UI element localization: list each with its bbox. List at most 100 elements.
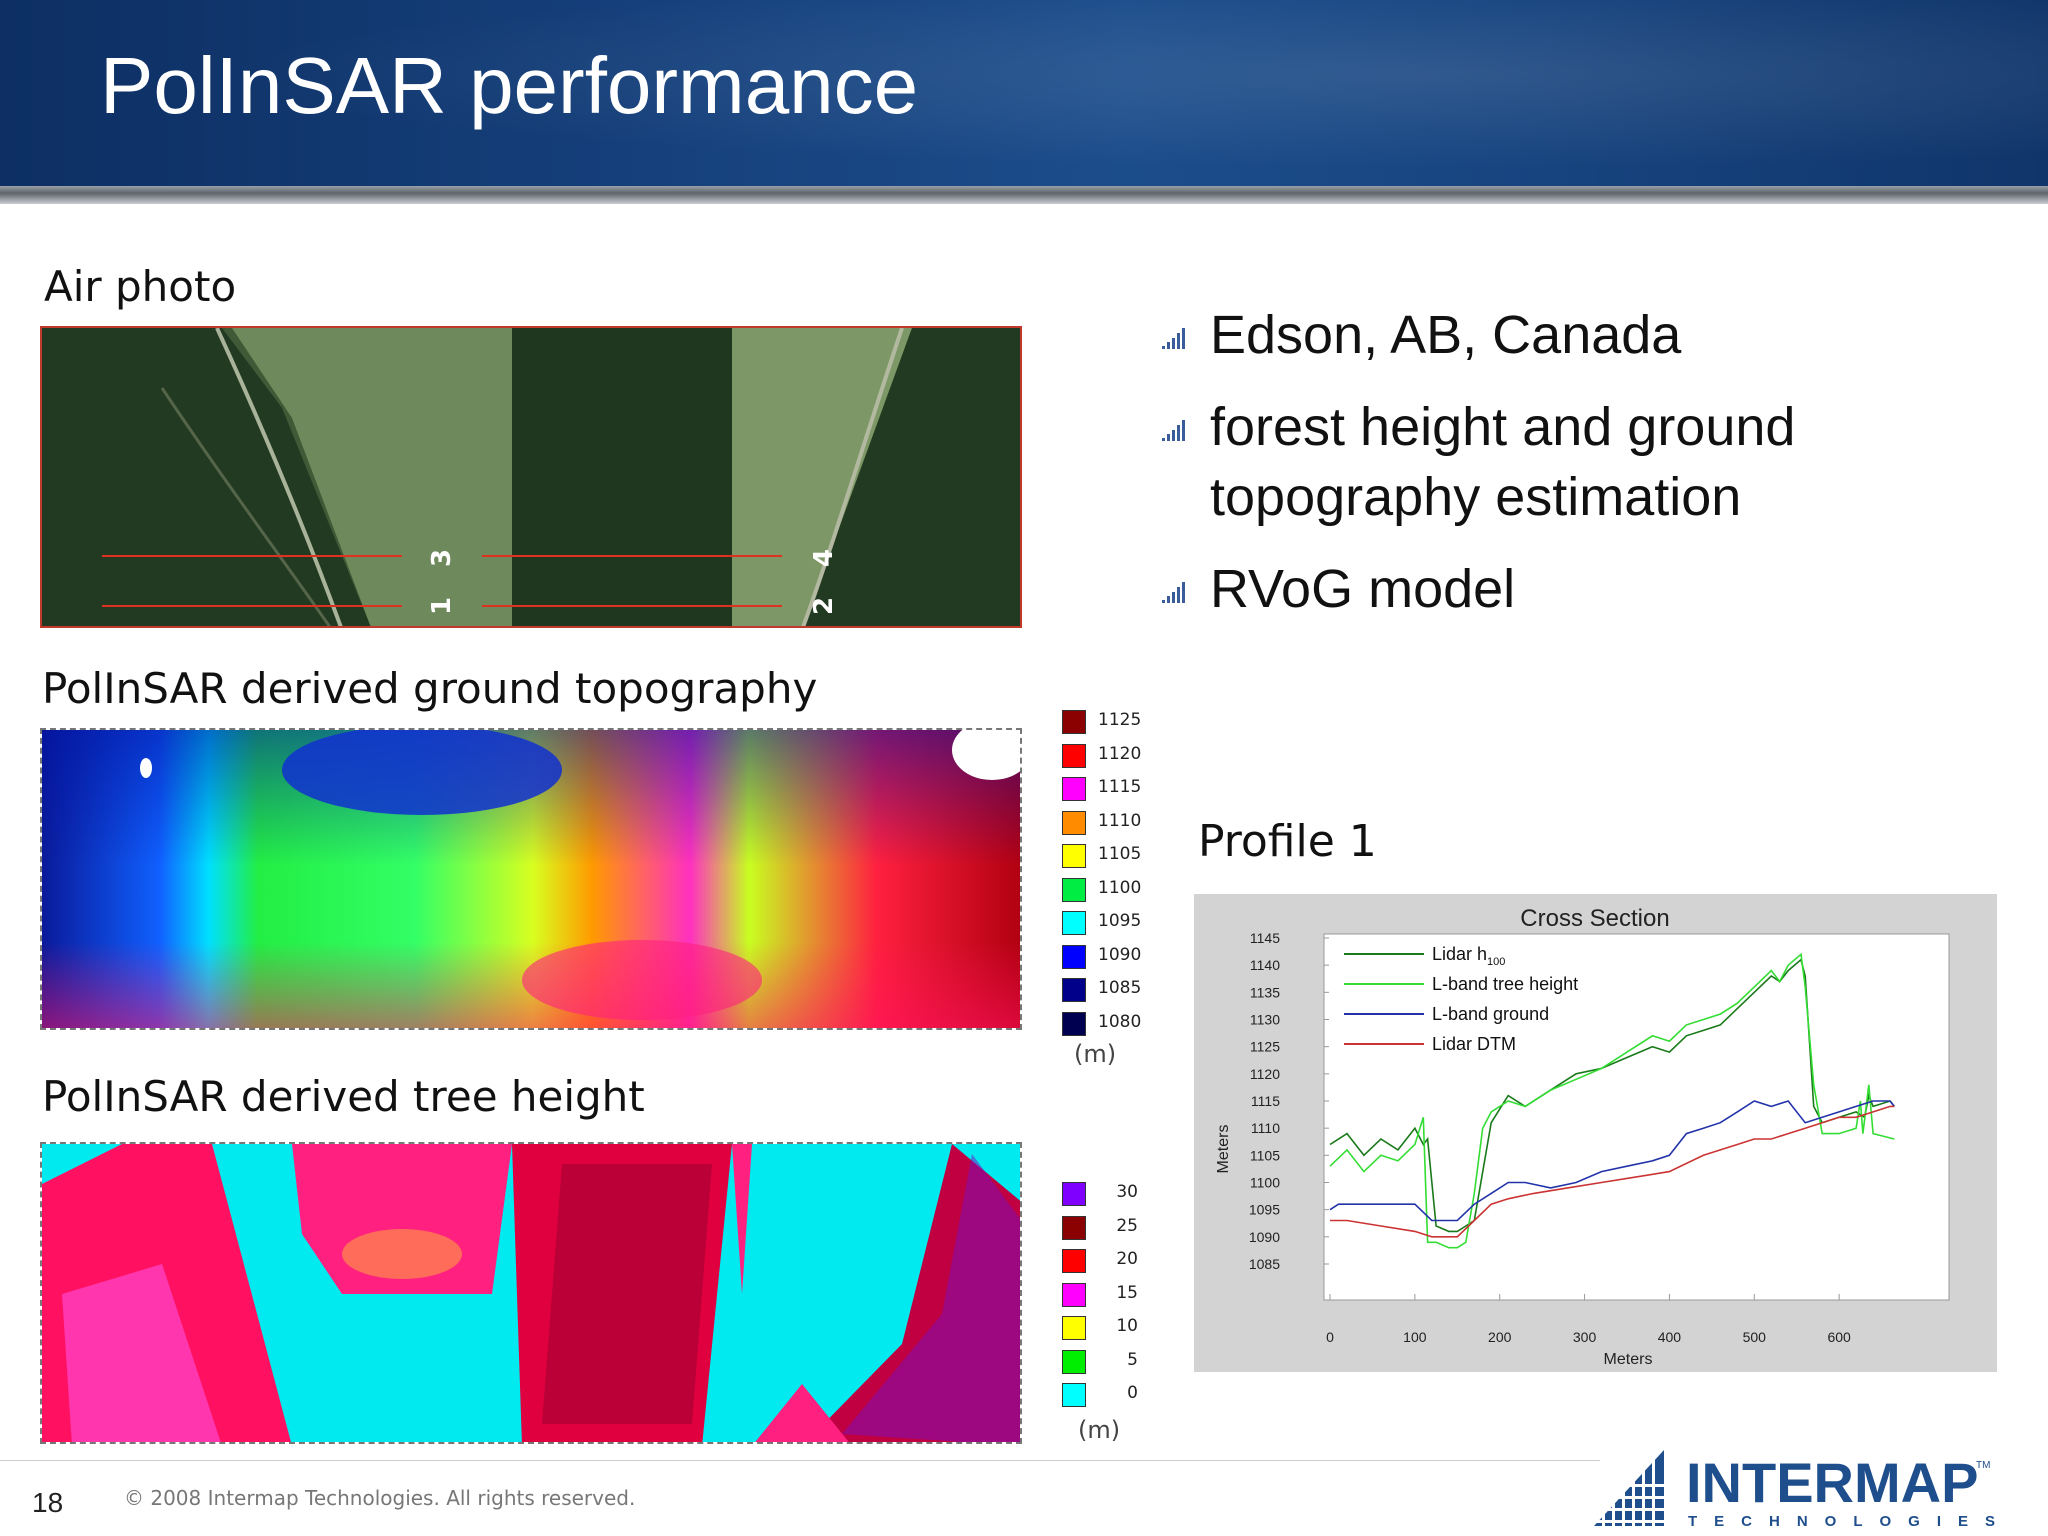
air-photo-image: 3 1 4 2 xyxy=(40,326,1022,628)
legend-swatch xyxy=(1062,911,1086,935)
series-line-1 xyxy=(1329,952,1895,1249)
x-axis-label: Meters xyxy=(1604,1351,1653,1368)
y-tick-label: 1105 xyxy=(1250,1147,1280,1163)
profile-label: Profile 1 xyxy=(1198,816,1377,867)
topography-legend-unit: (m) xyxy=(1074,1040,1117,1068)
tree-height-map xyxy=(40,1142,1022,1444)
y-tick-label: 1140 xyxy=(1250,957,1280,973)
bullet-text: Edson, AB, Canada xyxy=(1210,305,1682,365)
tree-height-graphic xyxy=(42,1144,1020,1442)
y-tick-label: 1090 xyxy=(1249,1229,1280,1245)
bullet-item: Edson, AB, Canada xyxy=(1160,300,1980,370)
air-photo-graphic: 3 1 4 2 xyxy=(42,328,1020,626)
topography-graphic xyxy=(42,730,1020,1028)
legend-swatch xyxy=(1062,1182,1086,1206)
legend-swatch xyxy=(1062,1215,1086,1240)
bullet-item: forest height and ground topography esti… xyxy=(1160,392,1980,532)
y-tick-label: 1135 xyxy=(1250,984,1280,1000)
y-tick-label: 1110 xyxy=(1251,1120,1280,1136)
x-tick-label: 600 xyxy=(1827,1329,1851,1345)
y-tick-label: 1125 xyxy=(1250,1039,1280,1055)
x-tick-label: 0 xyxy=(1326,1329,1334,1345)
intermap-logo: INTERMAP TM TECHNOLOGIES xyxy=(1594,1440,2024,1530)
cross-section-svg: Cross Section 1145 1140 1135 1130 1125 1120 11… xyxy=(1215,905,1950,1368)
legend-value: 0 xyxy=(1127,1383,1138,1403)
bullet-text: RVoG model xyxy=(1210,559,1516,619)
series-line-2 xyxy=(1329,1100,1895,1222)
slide-header xyxy=(0,0,2048,186)
y-tick-label: 1145 xyxy=(1250,930,1280,946)
track-label-4: 4 xyxy=(809,549,839,567)
x-tick-label: 300 xyxy=(1573,1329,1597,1345)
y-tick-label: 1100 xyxy=(1250,1175,1280,1191)
legend-value: 1095 xyxy=(1098,911,1142,931)
legend-swatch xyxy=(1062,1383,1086,1407)
series-line-3 xyxy=(1330,1105,1895,1238)
chart-title: Cross Section xyxy=(1520,905,1669,932)
legend-label-3: Lidar DTM xyxy=(1432,1034,1516,1054)
legend-value: 1080 xyxy=(1098,1011,1142,1032)
legend-label-1: L-band tree height xyxy=(1432,974,1578,994)
legend-value: 20 xyxy=(1116,1249,1138,1269)
legend-value: 5 xyxy=(1127,1349,1138,1370)
legend-swatch xyxy=(1062,844,1086,868)
legend-swatch xyxy=(1062,1316,1086,1340)
legend-swatch xyxy=(1062,944,1086,969)
legend-label-2: L-band ground xyxy=(1432,1004,1549,1024)
air-photo-label: Air photo xyxy=(44,262,237,311)
bullet-item: RVoG model xyxy=(1160,554,1980,624)
x-tick-label: 200 xyxy=(1488,1329,1512,1345)
x-tick-label: 400 xyxy=(1658,1329,1682,1345)
bullet-icon xyxy=(1162,328,1185,349)
legend-swatch xyxy=(1062,978,1086,1002)
copyright-notice: © 2008 Intermap Technologies. All rights… xyxy=(124,1486,636,1510)
intermap-logo-graphic: INTERMAP TM TECHNOLOGIES xyxy=(1594,1450,2012,1530)
bullet-icon xyxy=(1162,582,1185,603)
legend-swatch xyxy=(1062,1282,1086,1307)
legend-swatch xyxy=(1062,1249,1086,1273)
track-label-1: 1 xyxy=(427,597,457,615)
y-tick-label: 1130 xyxy=(1250,1012,1280,1028)
svg-text:TECHNOLOGIES: TECHNOLOGIES xyxy=(1688,1513,2012,1530)
x-tick-label: 100 xyxy=(1403,1329,1427,1345)
svg-text:TM: TM xyxy=(1976,1460,1990,1471)
legend-value: 1125 xyxy=(1098,710,1142,730)
y-tick-label: 1115 xyxy=(1251,1093,1280,1109)
topography-label: PolInSAR derived ground topography xyxy=(42,664,818,713)
legend-swatch xyxy=(1062,743,1086,768)
svg-text:INTERMAP: INTERMAP xyxy=(1686,1451,1978,1514)
legend-value: 10 xyxy=(1116,1316,1138,1336)
legend-swatch xyxy=(1062,710,1086,734)
legend-value: 1120 xyxy=(1098,743,1142,764)
topography-map xyxy=(40,728,1022,1030)
legend-swatch xyxy=(1062,877,1086,902)
bullet-icon xyxy=(1162,420,1185,441)
legend-value: 1110 xyxy=(1098,810,1142,831)
legend-value: 1100 xyxy=(1098,877,1142,898)
bullet-list: Edson, AB, Canada forest height and grou… xyxy=(1160,300,1980,646)
legend-swatch xyxy=(1062,810,1086,835)
legend-value: 1105 xyxy=(1098,844,1142,864)
slide-title: PolInSAR performance xyxy=(100,41,919,130)
header-divider xyxy=(0,186,2048,204)
x-tick-label: 500 xyxy=(1743,1329,1767,1345)
legend-value: 1090 xyxy=(1098,944,1142,965)
tree-height-label: PolInSAR derived tree height xyxy=(42,1072,645,1121)
legend-swatch xyxy=(1062,1011,1086,1036)
legend-swatch xyxy=(1062,1349,1086,1374)
y-tick-label: 1120 xyxy=(1250,1066,1280,1082)
y-tick-label: 1095 xyxy=(1249,1202,1280,1218)
footer-divider xyxy=(0,1460,1600,1461)
legend-swatch xyxy=(1062,777,1086,801)
cross-section-chart: Cross Section 1145 1140 1135 1130 1125 1120 11… xyxy=(1194,894,1997,1372)
tree-height-legend-unit: (m) xyxy=(1078,1416,1121,1444)
legend-value: 1115 xyxy=(1098,777,1142,797)
track-label-3: 3 xyxy=(427,549,457,567)
legend-value: 15 xyxy=(1116,1282,1138,1303)
y-axis-label: Meters xyxy=(1215,1125,1232,1174)
page-number: 18 xyxy=(32,1487,64,1518)
legend-value: 1085 xyxy=(1098,978,1142,998)
legend-value: 30 xyxy=(1116,1182,1138,1202)
y-tick-label: 1085 xyxy=(1249,1256,1280,1272)
bullet-text: forest height and ground topography esti… xyxy=(1210,397,1796,527)
